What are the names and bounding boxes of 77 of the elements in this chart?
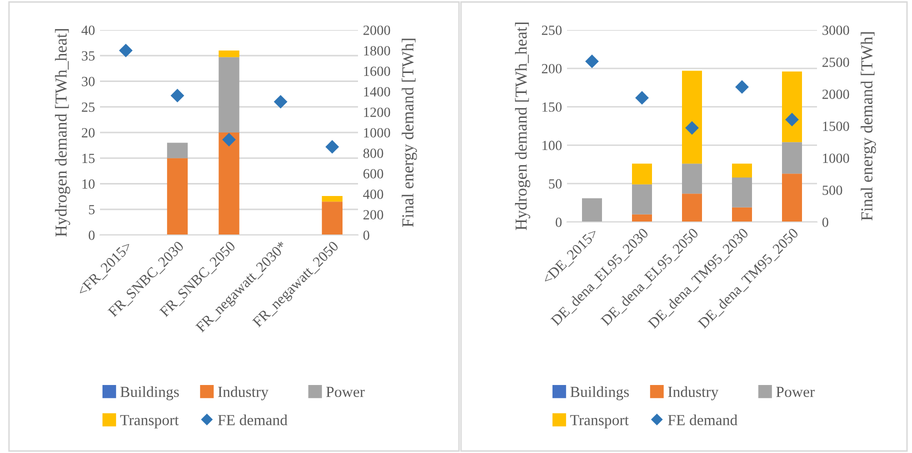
- bar: [632, 164, 652, 184]
- y-tick-label: 40: [82, 26, 95, 35]
- point: [274, 94, 288, 109]
- bar: [782, 142, 802, 174]
- y-tick-label: 0: [556, 218, 562, 227]
- y2-tick-label: 200: [363, 210, 384, 220]
- y2-tick-label: 1200: [364, 108, 390, 117]
- y-axis-title: Hydrogen demand [TWh_heat]: [54, 29, 70, 237]
- y-axis-title: Hydrogen demand [TWh_heat]: [515, 22, 530, 230]
- legend-label: Industry: [668, 386, 718, 400]
- point: [170, 88, 184, 102]
- legend-label: Industry: [218, 386, 268, 400]
- bar: [218, 132, 240, 235]
- y2-tick-label: 1400: [364, 87, 390, 96]
- legend-label: Transport: [570, 415, 629, 428]
- legend-label: FE demand: [668, 414, 738, 426]
- legend-label: Buildings: [570, 386, 629, 400]
- y2-tick-label: 500: [822, 186, 842, 195]
- y2-tick-label: 1000: [364, 128, 390, 138]
- bar: [322, 202, 343, 235]
- y2-tick-label: 1800: [364, 46, 390, 56]
- y-tick-label: 25: [82, 102, 95, 112]
- y2-axis-title: Final energy demand [TWh]: [402, 38, 417, 227]
- y2-axis-title: Final energy demand [TWh]: [860, 32, 876, 220]
- bar: [732, 177, 752, 208]
- bar: [632, 184, 652, 214]
- y-tick-label: 200: [542, 64, 562, 74]
- y-tick-label: 150: [542, 102, 562, 112]
- bar: [218, 50, 240, 58]
- y2-tick-label: 2000: [363, 26, 390, 35]
- y2-tick-label: 2000: [822, 90, 850, 99]
- bar: [167, 158, 188, 235]
- bar: [167, 142, 188, 158]
- bar: [732, 164, 752, 178]
- bar: [682, 194, 702, 222]
- y-tick-label: 10: [82, 179, 95, 189]
- y2-tick-label: 1600: [364, 66, 390, 76]
- y2-tick-label: 1000: [823, 154, 850, 163]
- y-tick-label: 0: [88, 230, 95, 240]
- legend-label: FE demand: [218, 414, 288, 426]
- y2-tick-label: 0: [363, 230, 370, 240]
- point: [118, 44, 133, 58]
- y-tick-label: 100: [542, 140, 562, 150]
- y2-tick-label: 3000: [822, 26, 850, 35]
- bar: [582, 198, 602, 222]
- y2-tick-label: 400: [363, 190, 384, 199]
- bar: [218, 57, 240, 132]
- point: [785, 112, 799, 126]
- point: [222, 132, 236, 146]
- y2-tick-label: 2500: [822, 58, 850, 67]
- y-tick-label: 35: [82, 51, 95, 61]
- y-tick-label: 15: [82, 154, 95, 164]
- point: [325, 140, 340, 154]
- point: [635, 91, 649, 105]
- bar: [732, 207, 752, 222]
- bar: [682, 70, 702, 164]
- bar: [782, 174, 802, 222]
- bar: [632, 214, 652, 222]
- bar: [322, 196, 343, 202]
- legend-label: Transport: [120, 415, 179, 428]
- y-tick-label: 30: [82, 76, 95, 86]
- y-tick-label: 250: [542, 26, 562, 35]
- legend-label: Buildings: [120, 386, 179, 400]
- y2-tick-label: 800: [363, 148, 384, 158]
- point: [685, 121, 699, 135]
- y-tick-label: 50: [549, 179, 562, 189]
- y-tick-label: 20: [82, 128, 95, 138]
- y2-tick-label: 0: [822, 218, 828, 227]
- y2-tick-label: 600: [363, 169, 384, 178]
- point: [585, 54, 599, 68]
- y-tick-label: 5: [89, 205, 95, 214]
- point: [735, 80, 749, 94]
- legend-label: Power: [326, 386, 365, 398]
- legend-label: Power: [776, 386, 815, 398]
- bar: [782, 71, 802, 142]
- bar: [682, 164, 702, 194]
- y2-tick-label: 1500: [823, 122, 850, 131]
